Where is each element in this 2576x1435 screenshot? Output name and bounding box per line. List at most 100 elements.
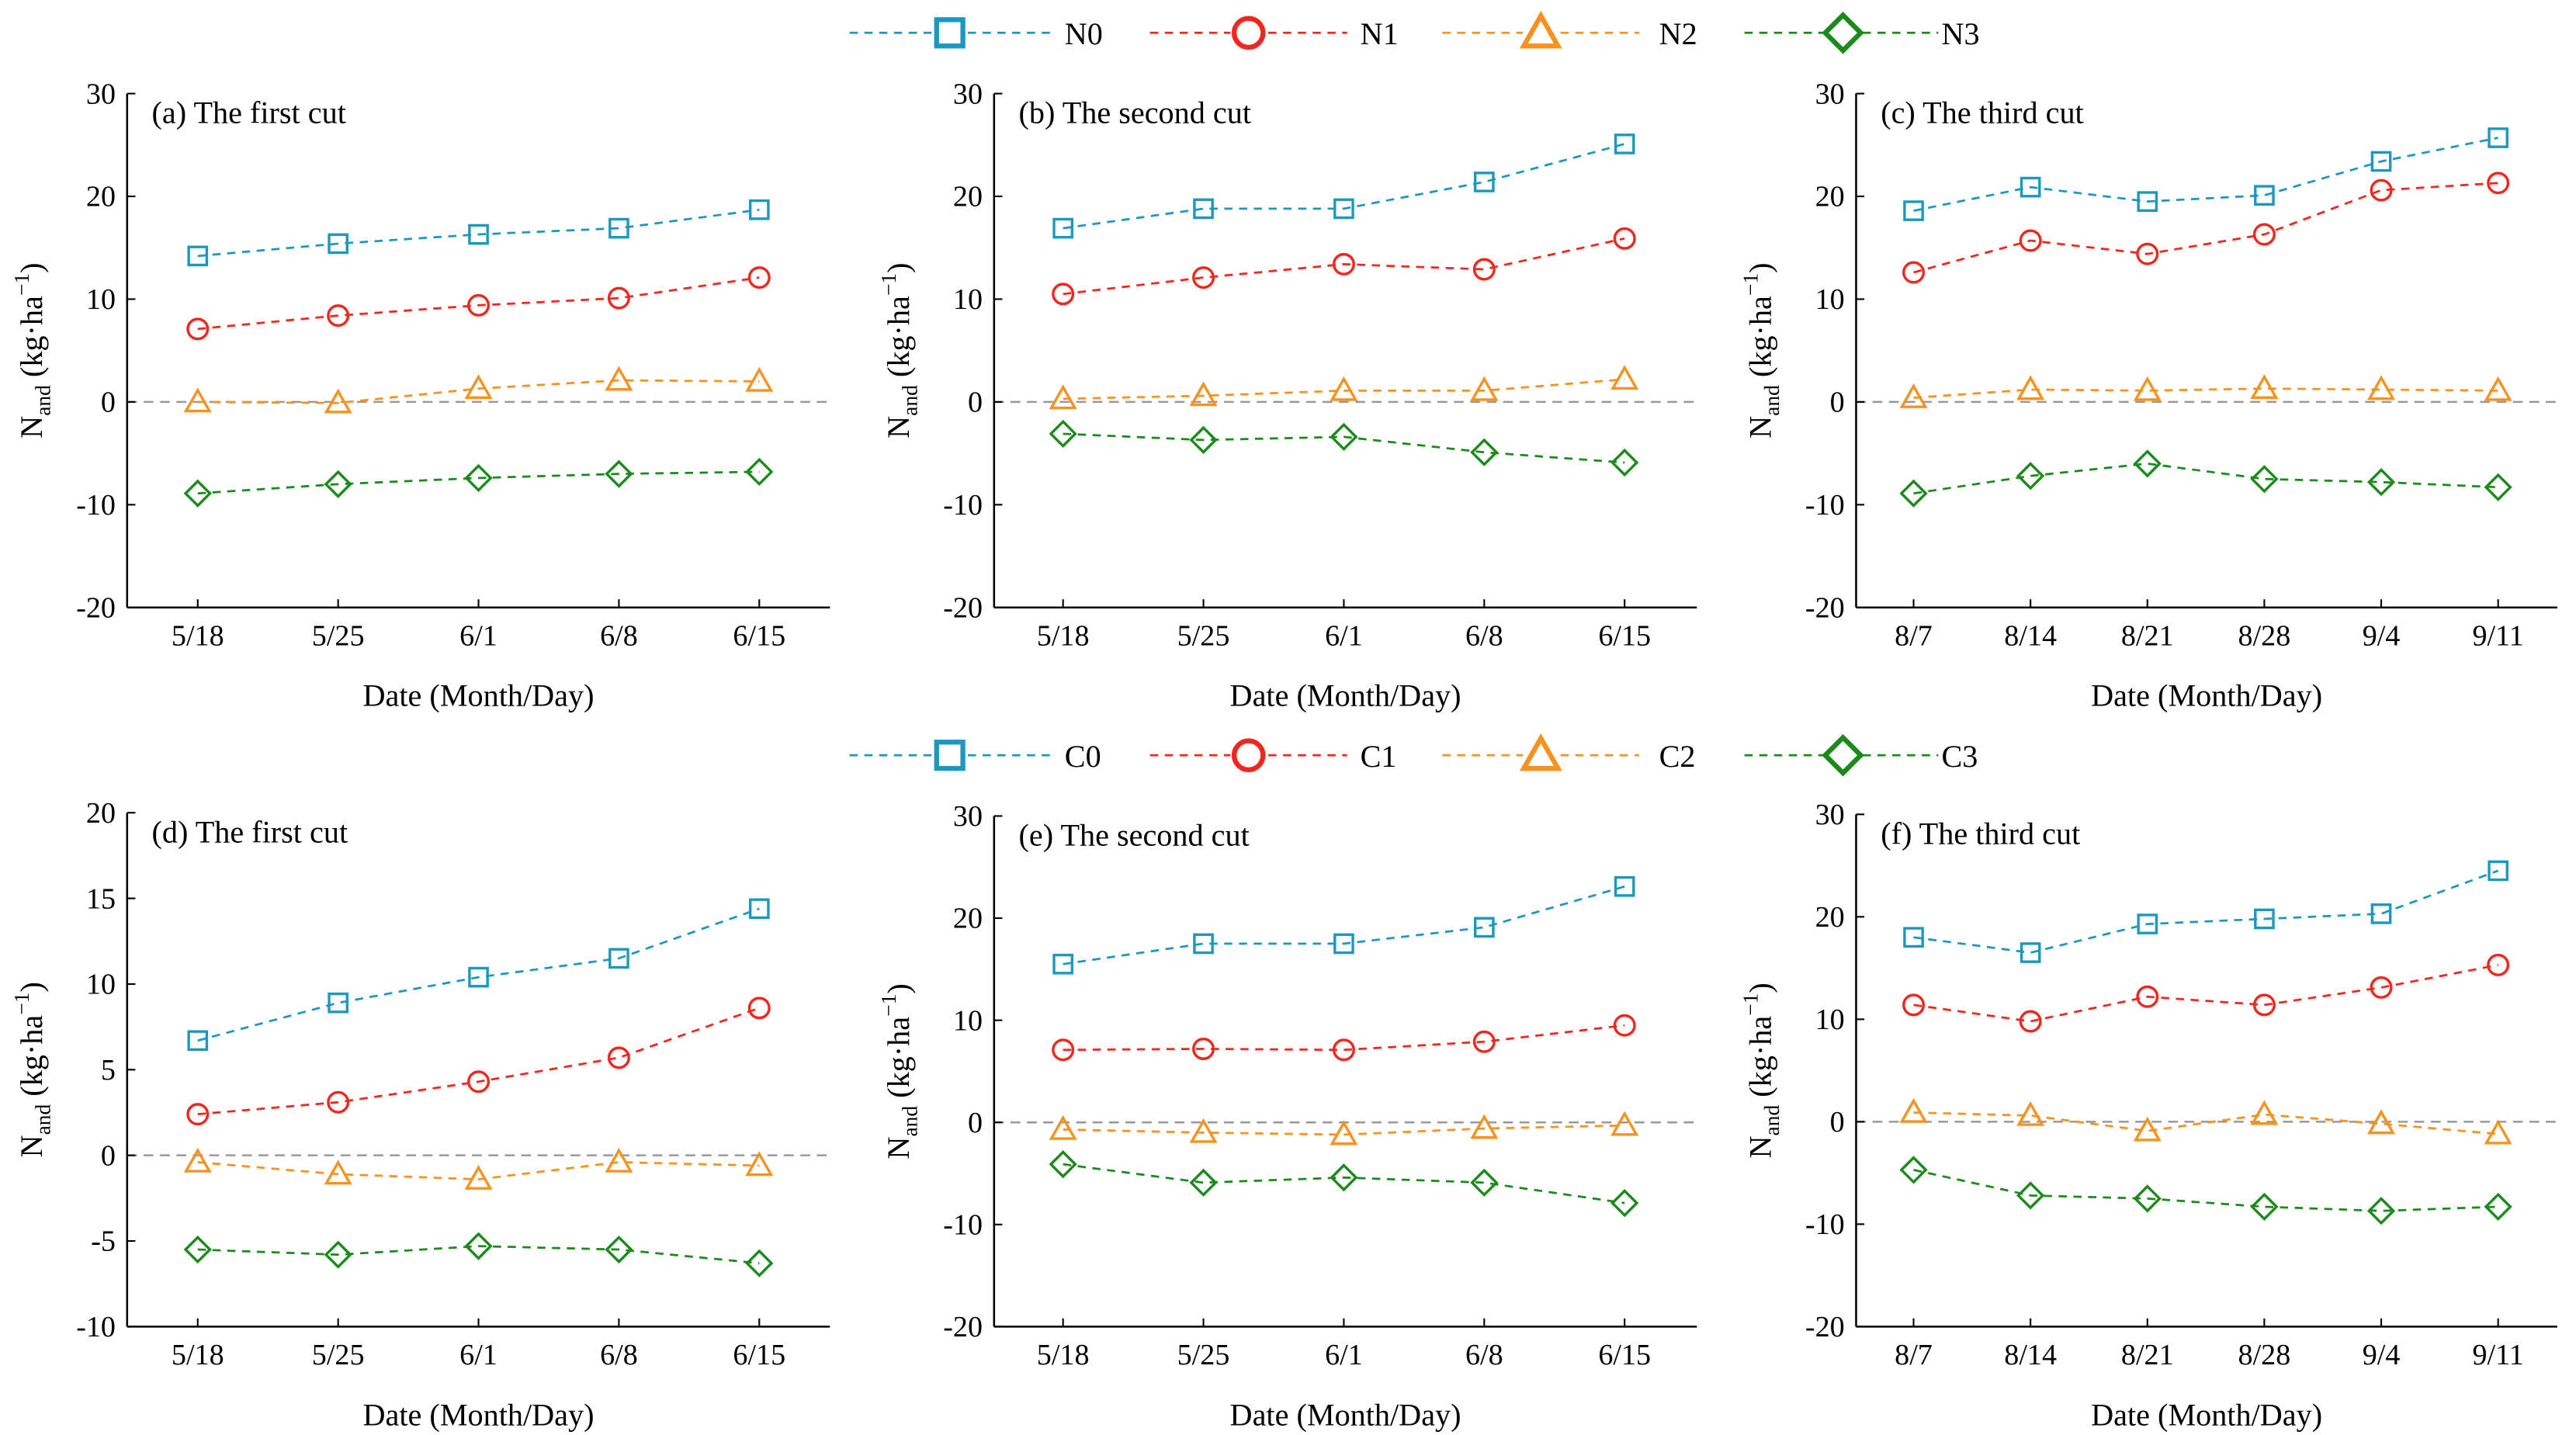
legend-label: N1: [1361, 16, 1399, 51]
data-point: [183, 1147, 212, 1173]
data-point: [468, 966, 489, 988]
y-label-close: ): [14, 263, 49, 273]
data-point: [2137, 913, 2158, 934]
data-point: [2136, 242, 2159, 265]
y-tick-label: 0: [101, 386, 116, 419]
data-point: [605, 459, 633, 488]
x-tick-label: 8/14: [2004, 619, 2057, 652]
panel-d: -10 -5 0 5 10 15 20 5/18 5/25 6/1 6/8 6/15 Date (Mon…: [9, 797, 830, 1432]
y-tick-label: 20: [1815, 181, 1845, 213]
data-point: [2250, 374, 2279, 400]
data-point: [183, 387, 212, 413]
data-point: [747, 997, 771, 1020]
data-point: [1189, 425, 1218, 454]
data-point: [1472, 1030, 1496, 1053]
data-point: [2016, 462, 2045, 490]
data-point: [1470, 1168, 1499, 1197]
y-axis-label: Nand (kg·ha−1): [1739, 263, 1784, 438]
data-point: [2020, 942, 2041, 963]
y-tick-label: 10: [953, 283, 983, 316]
data-point: [748, 898, 770, 920]
data-point: [1899, 383, 1928, 408]
legend: N0 N1 N2 N3: [849, 10, 1980, 54]
y-tick-label: -10: [943, 489, 983, 522]
x-axis-label: Date (Month/Day): [363, 678, 595, 713]
y-label-main: N: [14, 416, 49, 438]
y-label-main: N: [14, 1135, 49, 1157]
data-point: [464, 1164, 493, 1190]
x-tick-label: 5/18: [1037, 1339, 1090, 1371]
data-point: [1189, 1168, 1218, 1197]
data-point: [468, 224, 489, 245]
panel-c: -20 -10 0 10 20 30 8/7 8/14 8/21 8/28 9/4 9/11 Date …: [1739, 78, 2557, 713]
y-tick-label: 10: [86, 969, 116, 1001]
y-tick-label: 10: [1815, 1003, 1845, 1036]
y-label-superscript: −1: [9, 273, 33, 296]
series-c0: [1903, 860, 2508, 963]
data-point: [605, 366, 633, 391]
y-tick-label: -20: [1805, 1311, 1845, 1343]
legend-item-c2: C2: [1442, 733, 1696, 774]
data-point: [2250, 1100, 2279, 1125]
legend-marker-diamond-icon: [1822, 733, 1864, 777]
y-tick-label: -10: [76, 1311, 116, 1343]
legend-marker-circle-icon: [1231, 16, 1266, 50]
x-tick-label: 8/14: [2004, 1339, 2057, 1371]
data-point: [2487, 953, 2510, 976]
legend-item-n3: N3: [1744, 11, 1980, 54]
series-n3: [1899, 449, 2512, 508]
x-tick-label: 5/25: [1177, 1339, 1230, 1371]
y-tick-label: 20: [953, 181, 983, 213]
legend-label: C0: [1065, 739, 1101, 774]
data-point: [608, 217, 629, 239]
data-point: [2484, 1192, 2512, 1222]
y-tick-label: -10: [1805, 1208, 1845, 1241]
y-label-close: ): [1742, 263, 1777, 273]
data-point: [187, 245, 209, 267]
series-c1: [1902, 953, 2510, 1033]
data-point: [2133, 1184, 2162, 1213]
y-tick-label: 0: [101, 1139, 116, 1172]
series-line: [1913, 1169, 2498, 1212]
x-tick-label: 5/18: [172, 619, 224, 652]
y-tick-label: 30: [86, 78, 116, 110]
data-point: [1193, 933, 1214, 955]
y-label-superscript: −1: [1739, 993, 1763, 1016]
data-point: [327, 1090, 350, 1114]
data-point: [2484, 1119, 2512, 1145]
data-point: [1052, 1038, 1075, 1062]
data-point: [324, 388, 352, 414]
y-label-subscript: and: [30, 1104, 54, 1135]
legend-marker-diamond-icon: [1822, 11, 1864, 54]
series-n2: [1049, 365, 1639, 410]
data-point: [1052, 282, 1075, 306]
y-label-unit: (kg·ha: [1742, 296, 1777, 385]
x-tick-label: 6/8: [1465, 619, 1503, 652]
data-point: [2484, 376, 2512, 401]
data-point: [745, 1151, 774, 1177]
y-tick-label: 30: [953, 800, 983, 833]
y-axis-label: Nand (kg·ha−1): [9, 982, 55, 1157]
data-point: [2370, 976, 2393, 999]
legend-label: N0: [1065, 16, 1103, 51]
series-n2: [183, 366, 774, 414]
y-tick-label: 0: [968, 386, 983, 419]
data-point: [1193, 198, 1214, 220]
data-point: [1613, 1014, 1636, 1037]
panel-title: (a) The first cut: [152, 95, 346, 130]
y-tick-label: 10: [86, 283, 116, 316]
y-label-subscript: and: [897, 1106, 921, 1137]
series-c0: [1052, 875, 1635, 975]
data-point: [2019, 1010, 2042, 1033]
data-point: [324, 470, 352, 498]
data-point: [187, 1030, 209, 1052]
panel-b: -20 -10 0 10 20 30 5/18 5/25 6/1 6/8 6/15 Date (Mon…: [876, 78, 1697, 713]
data-point: [2250, 465, 2279, 494]
y-tick-label: -20: [943, 1311, 983, 1343]
data-point: [1470, 376, 1499, 401]
x-tick-label: 6/15: [733, 1339, 785, 1371]
series-n0: [187, 199, 770, 267]
y-label-main: N: [881, 1137, 916, 1159]
y-axis-label: Nand (kg·ha−1): [876, 983, 922, 1159]
